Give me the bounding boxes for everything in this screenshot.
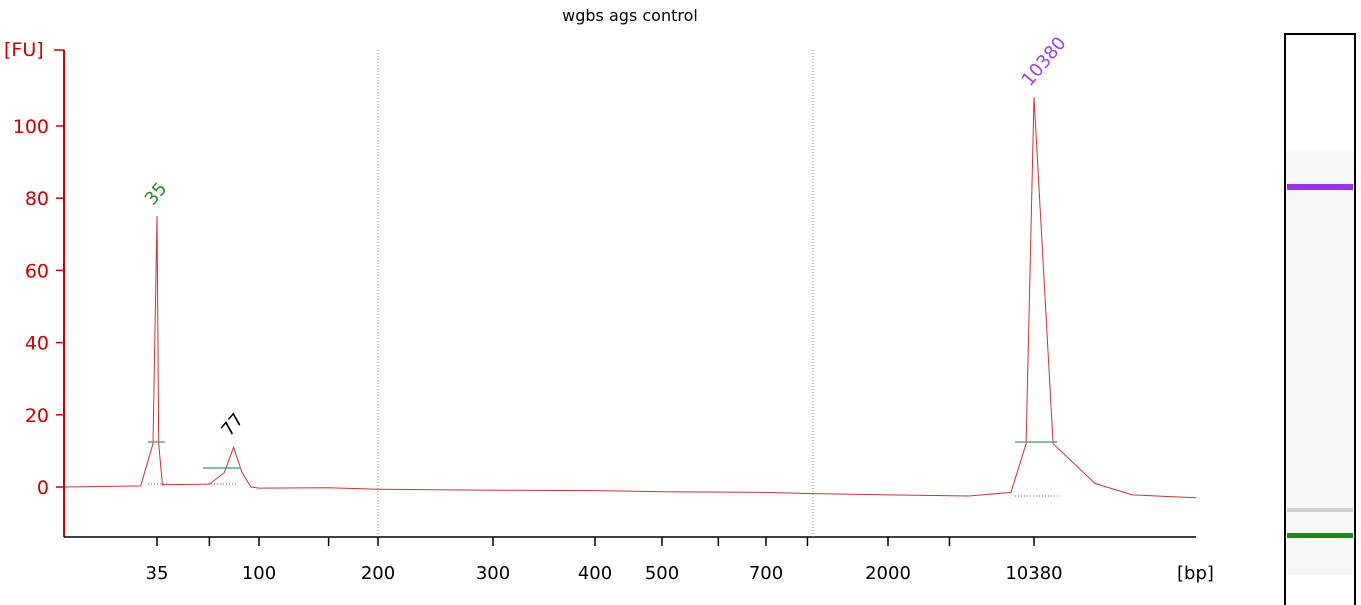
x-tick-label: 400 xyxy=(578,563,612,584)
x-tick-label: 35 xyxy=(146,563,169,584)
y-tick-label: 0 xyxy=(37,477,49,499)
gel-band-upper-marker xyxy=(1287,184,1353,190)
gel-lane xyxy=(1284,33,1356,605)
peak-label-10380: 10380 xyxy=(1018,33,1071,90)
gel-lane-background xyxy=(1287,150,1353,575)
x-tick-label: 700 xyxy=(749,563,783,584)
x-axis-label: [bp] xyxy=(1177,563,1214,584)
x-tick-label: 100 xyxy=(242,563,276,584)
x-tick-label: 500 xyxy=(645,563,679,584)
x-tick-label: 200 xyxy=(361,563,395,584)
y-tick-label: 20 xyxy=(25,405,49,427)
y-axis-label: [FU] xyxy=(4,39,44,61)
x-tick-label: 2000 xyxy=(865,563,911,584)
x-tick-label: 10380 xyxy=(1005,563,1062,584)
y-tick-label: 60 xyxy=(25,260,49,282)
y-ticks: 0 20 40 60 80 100 xyxy=(13,116,64,499)
peak-labels: 35 77 10380 xyxy=(141,33,1071,441)
gel-band-faint xyxy=(1287,508,1353,512)
y-tick-label: 40 xyxy=(25,333,49,355)
electropherogram-trace xyxy=(63,97,1197,499)
peak-label-77: 77 xyxy=(217,409,248,440)
y-tick-label: 80 xyxy=(25,188,49,210)
peak-label-35: 35 xyxy=(141,178,172,209)
x-tick-label: 300 xyxy=(476,563,510,584)
chart-title: wgbs ags control xyxy=(562,6,698,25)
y-tick-label: 100 xyxy=(13,116,49,138)
x-ticks: 35 100 200 300 400 500 700 2000 10380 xyxy=(146,537,1063,584)
gel-band-lower-marker xyxy=(1287,533,1353,538)
